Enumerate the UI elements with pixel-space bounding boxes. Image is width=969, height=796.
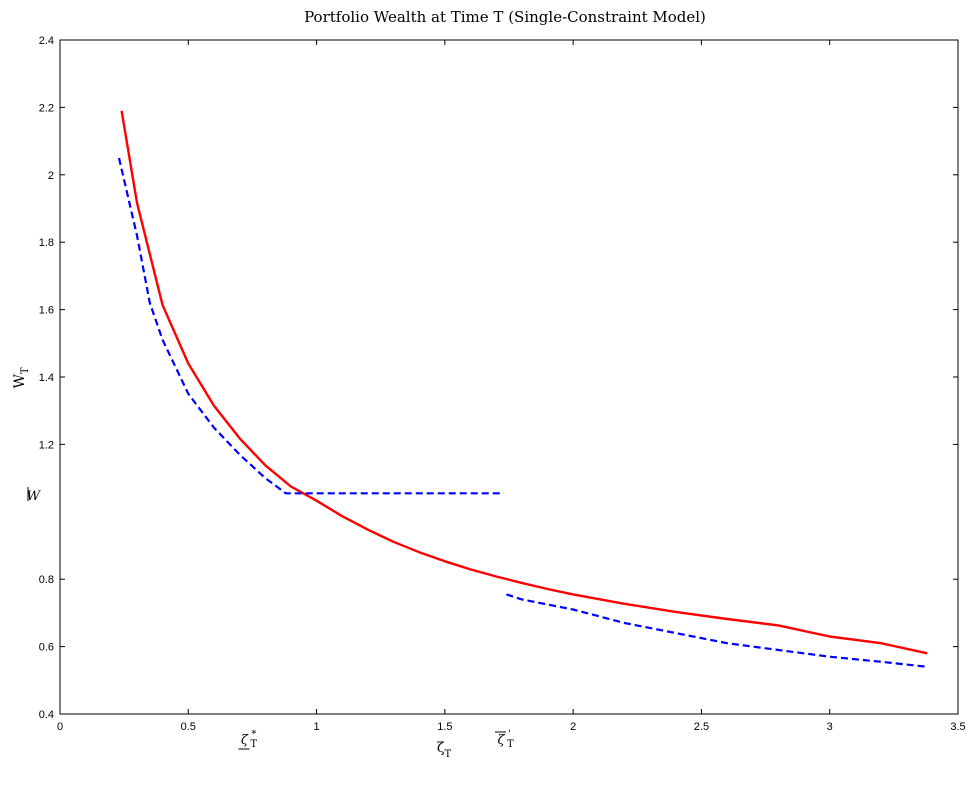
y-tick-label: 1.2 [39, 439, 54, 451]
zeta-star-annotation: ζ [241, 733, 249, 748]
y-tick-label: 0.8 [39, 574, 54, 586]
y-tick-label: 2.4 [39, 35, 54, 47]
red-solid-series-segment-1 [120, 110, 928, 655]
x-tick-label: 0.5 [181, 721, 196, 733]
y-axis-label-main: W [12, 374, 28, 389]
annotation-superscript: * [251, 729, 256, 740]
x-tick-label: 1 [314, 721, 320, 733]
plot-frame [59, 39, 959, 715]
blue-dashed-series-segment-2 [506, 593, 928, 668]
y-tick-label: 2 [48, 170, 54, 182]
annotation-superscript: ' [508, 729, 511, 740]
y-tick-label: 0.6 [39, 642, 54, 654]
x-axis-label-subscript: T [444, 749, 451, 760]
zeta-prime-annotation: ζ [497, 733, 505, 748]
w-bar-annotation: W [27, 489, 42, 504]
annotations-group: Wζ *T ζ 'T [27, 486, 514, 750]
y-axis-label-subscript: T [20, 367, 31, 374]
annotation-subscript: T [507, 739, 514, 750]
x-tick-label: 0 [57, 721, 63, 733]
x-tick-label: 2 [570, 721, 576, 733]
x-axis-label-main: ζ [437, 740, 445, 756]
y-axis-label: WT [12, 367, 31, 388]
x-axis-label: ζT [437, 740, 452, 760]
y-tick-label: 0.4 [39, 709, 54, 721]
y-tick-label: 2.2 [39, 102, 54, 114]
x-tick-label: 3.5 [950, 721, 965, 733]
svg-text:WT: WT [12, 367, 31, 388]
svg-text:ζT: ζT [437, 740, 452, 760]
chart-title: Portfolio Wealth at Time T (Single-Const… [304, 8, 706, 26]
x-tick-label: 3 [827, 721, 833, 733]
blue-dashed-series-segment-1 [117, 157, 504, 495]
ticks-group: 0 0.5 1 1.5 2 2.5 3 3.5 0.4 0.6 0.8 1.2 1.4 1.6 1.8 2 2.… [39, 35, 966, 733]
series-group [117, 110, 928, 668]
annotation-subscript: T [250, 739, 257, 750]
y-tick-label: 1.8 [39, 237, 54, 249]
y-tick-label: 1.4 [39, 372, 54, 384]
x-tick-label: 2.5 [694, 721, 709, 733]
x-tick-label: 1.5 [437, 721, 452, 733]
y-tick-label: 1.6 [39, 305, 54, 317]
